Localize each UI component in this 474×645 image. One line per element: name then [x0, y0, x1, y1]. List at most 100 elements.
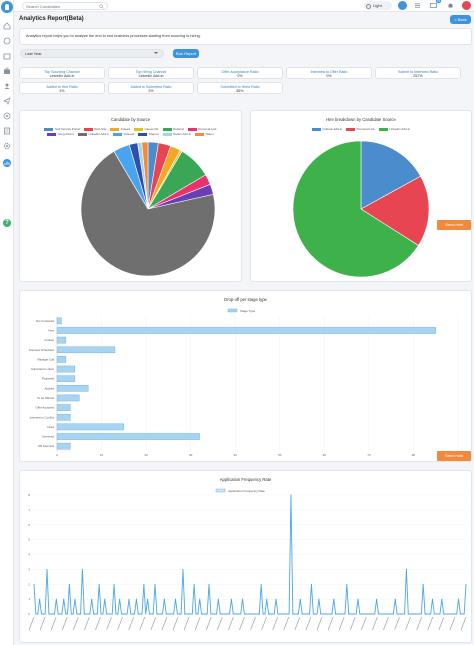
- data-point[interactable]: [147, 598, 149, 600]
- bar[interactable]: [56, 433, 200, 440]
- data-point[interactable]: [230, 598, 232, 600]
- data-point[interactable]: [175, 598, 177, 600]
- data-point[interactable]: [269, 613, 271, 615]
- data-point[interactable]: [363, 613, 365, 615]
- bar[interactable]: [56, 413, 71, 421]
- data-point[interactable]: [348, 613, 350, 615]
- data-point[interactable]: [426, 613, 428, 615]
- data-point[interactable]: [160, 613, 162, 615]
- run-report-button[interactable]: Run Report: [173, 49, 199, 58]
- data-point[interactable]: [307, 613, 309, 615]
- data-point[interactable]: [109, 613, 111, 615]
- data-point[interactable]: [260, 583, 262, 585]
- data-point[interactable]: [417, 613, 419, 615]
- data-point[interactable]: [400, 613, 402, 615]
- data-point[interactable]: [288, 613, 290, 615]
- bell-icon[interactable]: [446, 1, 455, 10]
- pie-slice[interactable]: [360, 140, 421, 210]
- data-point[interactable]: [340, 613, 342, 615]
- bar[interactable]: [56, 356, 67, 363]
- pie-slice[interactable]: [80, 150, 216, 277]
- data-point[interactable]: [344, 613, 346, 615]
- data-point[interactable]: [225, 613, 227, 615]
- data-point[interactable]: [255, 613, 257, 615]
- data-point[interactable]: [53, 613, 55, 615]
- data-point[interactable]: [439, 613, 441, 615]
- data-point[interactable]: [94, 613, 96, 615]
- data-point[interactable]: [165, 613, 167, 615]
- app-logo[interactable]: [1, 1, 13, 13]
- data-point[interactable]: [65, 613, 67, 615]
- data-point[interactable]: [409, 613, 411, 615]
- data-point[interactable]: [391, 613, 393, 615]
- data-point[interactable]: [221, 613, 223, 615]
- data-point[interactable]: [247, 613, 249, 615]
- data-point[interactable]: [240, 613, 242, 615]
- data-point[interactable]: [126, 613, 128, 615]
- data-point[interactable]: [229, 613, 231, 615]
- data-point[interactable]: [268, 613, 270, 615]
- data-point[interactable]: [35, 613, 37, 615]
- legend-item[interactable]: Personal Link: [346, 127, 375, 131]
- data-point[interactable]: [443, 613, 445, 615]
- data-point[interactable]: [135, 598, 137, 600]
- legend-item[interactable]: Personal Link: [187, 127, 217, 131]
- data-point[interactable]: [154, 583, 156, 585]
- data-point[interactable]: [431, 598, 433, 600]
- data-point[interactable]: [465, 583, 467, 585]
- legend-item[interactable]: LinkedIn Add-in: [77, 132, 109, 136]
- data-point[interactable]: [111, 613, 113, 615]
- data-point[interactable]: [139, 613, 141, 615]
- data-point[interactable]: [411, 613, 413, 615]
- data-point[interactable]: [361, 613, 363, 615]
- data-point[interactable]: [199, 598, 201, 600]
- data-point[interactable]: [284, 613, 286, 615]
- pie-slice[interactable]: [141, 141, 149, 210]
- data-point[interactable]: [389, 613, 391, 615]
- data-point[interactable]: [303, 613, 305, 615]
- settings-icon[interactable]: [3, 142, 11, 150]
- data-point[interactable]: [130, 613, 132, 615]
- data-point[interactable]: [415, 613, 417, 615]
- data-point[interactable]: [197, 613, 199, 615]
- data-point[interactable]: [283, 613, 285, 615]
- data-point[interactable]: [314, 613, 316, 615]
- data-point[interactable]: [351, 613, 353, 615]
- legend-item[interactable]: Naukri Add-in: [162, 132, 191, 136]
- data-point[interactable]: [186, 613, 188, 615]
- data-point[interactable]: [188, 613, 190, 615]
- data-point[interactable]: [242, 598, 244, 600]
- data-point[interactable]: [346, 583, 348, 585]
- data-point[interactable]: [404, 613, 406, 615]
- clients-icon[interactable]: [3, 112, 11, 120]
- data-point[interactable]: [80, 613, 82, 615]
- legend-item[interactable]: Referral: [162, 127, 184, 131]
- data-point[interactable]: [333, 598, 335, 600]
- bar[interactable]: [56, 423, 125, 431]
- legend-item[interactable]: Greg Add-in: [47, 132, 74, 136]
- data-point[interactable]: [100, 613, 102, 615]
- bar[interactable]: [56, 375, 76, 382]
- data-point[interactable]: [150, 613, 152, 615]
- data-point[interactable]: [357, 598, 359, 600]
- data-point[interactable]: [379, 613, 381, 615]
- data-point[interactable]: [121, 613, 123, 615]
- data-point[interactable]: [76, 613, 78, 615]
- period-select[interactable]: Last Year: [20, 49, 164, 58]
- data-point[interactable]: [385, 613, 387, 615]
- data-point[interactable]: [87, 613, 89, 615]
- data-point[interactable]: [290, 494, 292, 496]
- data-point[interactable]: [441, 598, 443, 600]
- data-point[interactable]: [275, 598, 277, 600]
- data-point[interactable]: [396, 613, 398, 615]
- data-point[interactable]: [195, 613, 197, 615]
- data-point[interactable]: [122, 613, 124, 615]
- theme-toggle[interactable]: Light: [364, 1, 392, 10]
- legend-item[interactable]: Indeed: [110, 127, 130, 131]
- data-point[interactable]: [193, 583, 195, 585]
- data-point[interactable]: [85, 613, 87, 615]
- data-point[interactable]: [72, 613, 74, 615]
- profile-icon[interactable]: [462, 1, 471, 10]
- data-point[interactable]: [37, 613, 39, 615]
- data-point[interactable]: [156, 613, 158, 615]
